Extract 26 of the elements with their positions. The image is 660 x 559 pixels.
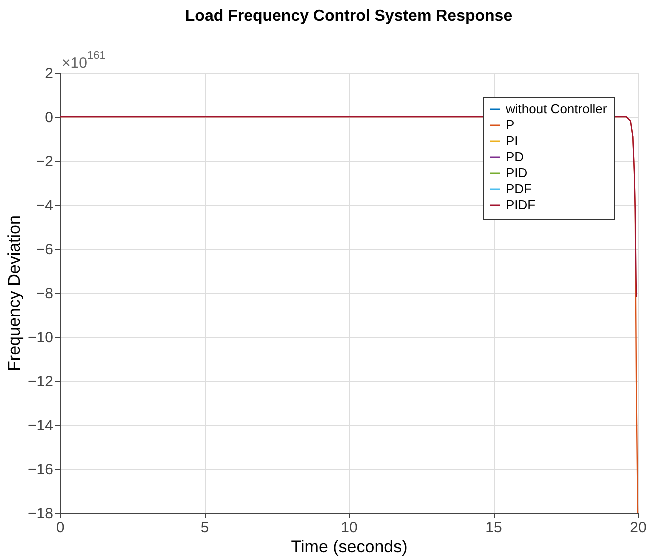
legend-label: PDF bbox=[506, 182, 532, 196]
y-tick-label: −6 bbox=[36, 242, 54, 258]
y-tick-label: −16 bbox=[28, 462, 54, 478]
legend-label: PIDF bbox=[506, 198, 536, 212]
y-tick-label: −8 bbox=[36, 286, 54, 302]
x-tick-label: 20 bbox=[630, 520, 647, 536]
x-tick-label: 15 bbox=[486, 520, 502, 536]
y-tick-label: −2 bbox=[36, 154, 54, 170]
y-tick-label: 2 bbox=[45, 66, 54, 82]
x-axis-title: Time (seconds) bbox=[291, 538, 408, 556]
y-tick-label: −18 bbox=[28, 506, 54, 522]
y-axis-title: Frequency Deviation bbox=[5, 216, 24, 372]
x-tick-label: 0 bbox=[56, 520, 65, 536]
legend-label: PD bbox=[506, 150, 524, 164]
x-tick-label: 10 bbox=[341, 520, 358, 536]
legend-label: without Controller bbox=[505, 102, 608, 116]
legend-label: PI bbox=[506, 134, 518, 148]
legend-label: PID bbox=[506, 166, 528, 180]
legend-label: P bbox=[506, 118, 515, 132]
y-tick-label: −14 bbox=[28, 418, 54, 434]
y-tick-label: 0 bbox=[45, 110, 54, 126]
chart-title: Load Frequency Control System Response bbox=[185, 8, 513, 25]
x-tick-label: 5 bbox=[200, 520, 210, 536]
y-tick-label: −12 bbox=[28, 374, 54, 390]
y-tick-label: −10 bbox=[28, 330, 54, 346]
y-tick-label: −4 bbox=[36, 198, 54, 214]
